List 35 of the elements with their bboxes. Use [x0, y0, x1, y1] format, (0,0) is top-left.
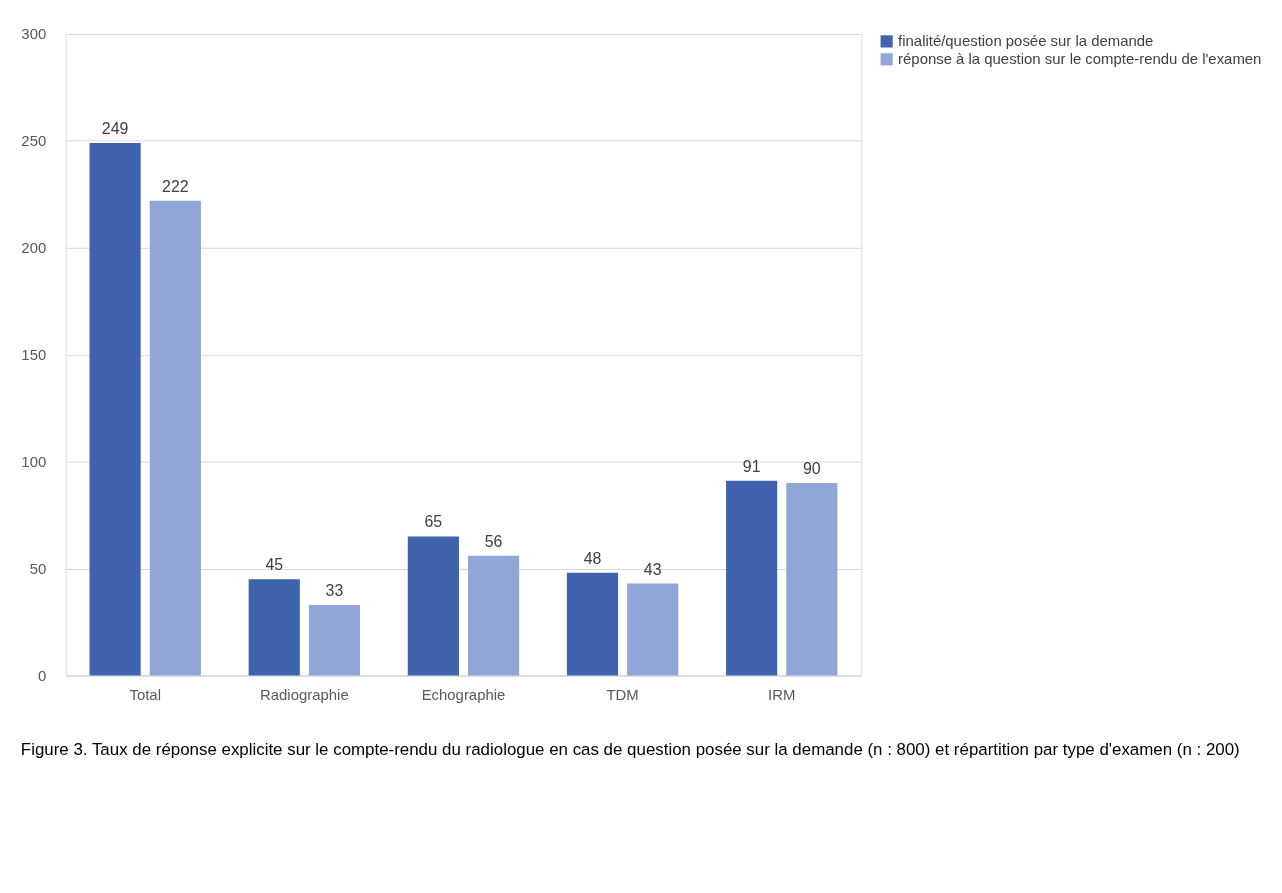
y-tick-label: 150 — [21, 347, 47, 364]
y-tick-label: 50 — [29, 561, 47, 577]
data-label: 56 — [484, 532, 503, 550]
legend-label: réponse à la question sur le compte-rendu de l'examen — [898, 51, 1262, 68]
data-label: 45 — [265, 556, 284, 574]
data-label: 48 — [583, 549, 602, 567]
bar — [786, 482, 838, 676]
y-tick-label: 100 — [21, 454, 47, 471]
bar — [149, 200, 201, 676]
bar — [566, 572, 619, 676]
bar — [89, 143, 141, 676]
data-label: 90 — [802, 460, 821, 478]
data-label: 91 — [742, 457, 761, 475]
x-tick-label: IRM — [768, 686, 796, 703]
legend-label: finalité/question posée sur la demande — [898, 33, 1154, 50]
data-label: 33 — [325, 581, 344, 599]
caption: Figure 3. Taux de réponse explicite sur le compte-rendu du radiologue en cas de question posée sur la demande (n : 800) et répartition par type d'examen (n : 200) — [20, 740, 1240, 760]
bar — [726, 480, 778, 676]
data-label: 249 — [101, 120, 129, 138]
y-tick-label: 0 — [37, 667, 47, 684]
data-label: 222 — [162, 177, 189, 195]
y-tick-label: 200 — [21, 240, 47, 257]
y-tick-label: 300 — [21, 26, 47, 43]
x-tick-label: Total — [129, 686, 161, 703]
bar — [627, 583, 679, 676]
data-label: 65 — [424, 513, 443, 531]
bar — [407, 536, 459, 676]
x-tick-label: Radiographie — [259, 686, 349, 703]
bar — [248, 579, 300, 676]
x-tick-label: TDM — [606, 686, 639, 703]
x-tick-label: Echographie — [421, 686, 506, 703]
bar — [308, 604, 361, 676]
y-tick-label: 250 — [21, 133, 47, 150]
data-label: 43 — [643, 560, 662, 578]
bar — [467, 555, 520, 676]
